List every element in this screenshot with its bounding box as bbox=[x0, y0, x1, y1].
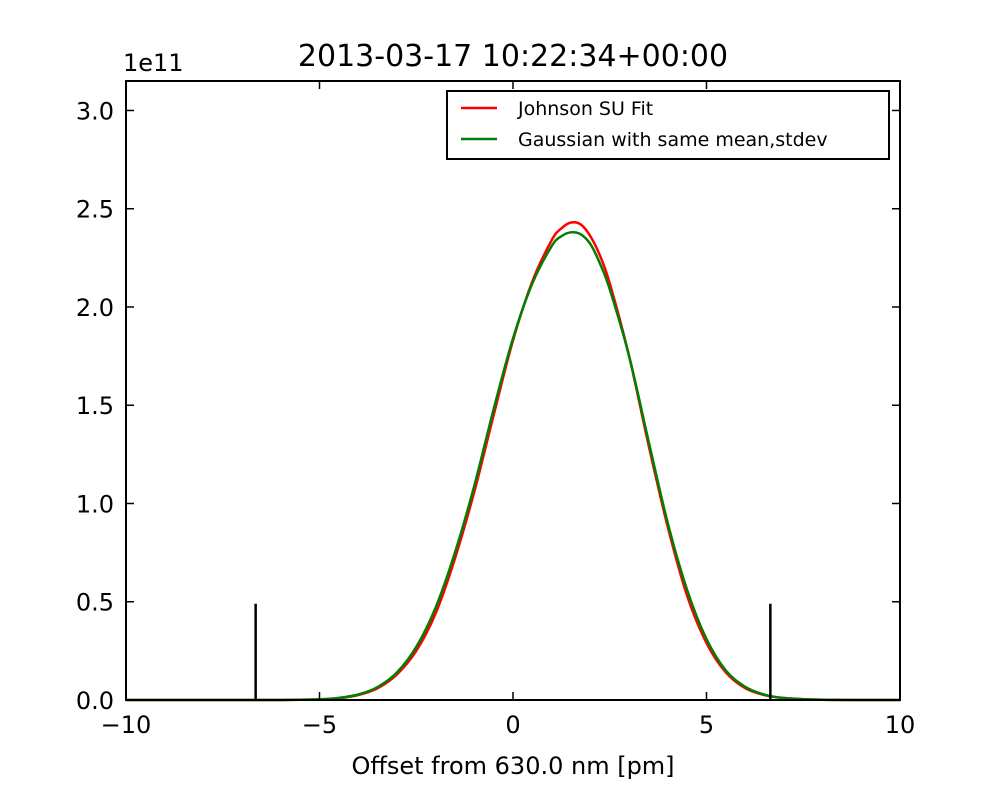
y-tick-label-3: 1.5 bbox=[76, 392, 114, 420]
x-tick-label-1: −5 bbox=[302, 711, 337, 739]
x-tick-label-4: 10 bbox=[885, 711, 916, 739]
series-layer bbox=[126, 220, 901, 702]
y-tick-label-4: 2.0 bbox=[76, 294, 114, 322]
y-tick-label-6: 3.0 bbox=[76, 97, 114, 125]
legend-label-johnson-su: Johnson SU Fit bbox=[517, 98, 653, 120]
plot-frame bbox=[125, 80, 901, 701]
y-tick-label-5: 2.5 bbox=[76, 196, 114, 224]
x-axis-label: Offset from 630.0 nm [pm] bbox=[351, 752, 674, 780]
chart-title: 2013-03-17 10:22:34+00:00 bbox=[298, 39, 728, 74]
x-tick-label-0: −10 bbox=[101, 711, 152, 739]
tick-layer: −10 −5 0 5 10 0.0 0.5 1.0 1.5 2.0 2.5 3.0 bbox=[76, 81, 915, 739]
y-tick-label-1: 0.5 bbox=[76, 589, 114, 617]
x-tick-label-2: 0 bbox=[505, 711, 520, 739]
y-scale-label: 1e11 bbox=[123, 49, 184, 77]
x-tick-label-3: 5 bbox=[699, 711, 714, 739]
legend: Johnson SU Fit Gaussian with same mean,s… bbox=[446, 90, 890, 160]
vline-layer bbox=[254, 603, 772, 700]
y-tick-label-2: 1.0 bbox=[76, 490, 114, 518]
series-line-1 bbox=[126, 230, 901, 702]
legend-box bbox=[446, 90, 890, 160]
legend-label-gaussian: Gaussian with same mean,stdev bbox=[518, 129, 828, 151]
y-tick-label-0: 0.0 bbox=[76, 687, 114, 715]
